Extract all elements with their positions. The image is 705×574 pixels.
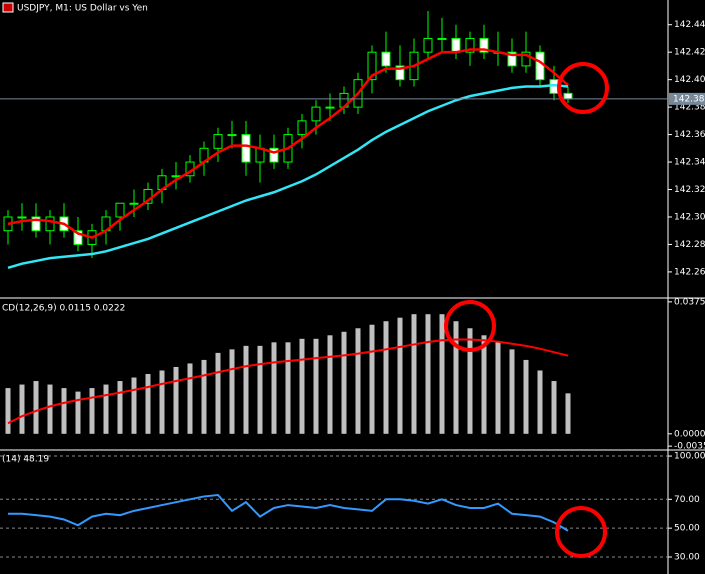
histogram-bar: [355, 328, 361, 434]
y-tick-label: 30.00: [674, 552, 700, 562]
histogram-bar: [523, 359, 529, 434]
histogram-bar: [47, 384, 53, 434]
histogram-bar: [285, 342, 291, 434]
candle-body: [535, 51, 545, 81]
y-tick-label: 142.440: [674, 20, 705, 30]
candle-body: [45, 216, 55, 232]
histogram-bar: [397, 317, 403, 434]
y-tick-label: 70.00: [674, 495, 700, 505]
histogram-bar: [327, 335, 333, 434]
histogram-bar: [299, 338, 305, 434]
histogram-bar: [425, 314, 431, 434]
price-label: 142.386: [673, 94, 705, 104]
highlight-circle: [555, 506, 607, 558]
candle-body: [269, 147, 279, 163]
symbol-icon: [2, 2, 14, 13]
histogram-bar: [215, 352, 221, 434]
candle-body: [227, 134, 237, 137]
chart-title: USDJPY, M1: US Dollar vs Yen: [17, 4, 148, 14]
candle-body: [17, 216, 27, 219]
histogram-bar: [131, 377, 137, 434]
histogram-bar: [495, 342, 501, 434]
histogram-bar: [5, 388, 11, 434]
candle-body: [479, 37, 489, 53]
candle-body: [437, 37, 447, 40]
y-tick-label: 142.380: [674, 103, 705, 113]
y-tick-label: 50.00: [674, 524, 700, 534]
histogram-bar: [229, 349, 235, 434]
histogram-bar: [19, 384, 25, 434]
y-tick-label: 142.360: [674, 130, 705, 140]
histogram-bar: [271, 342, 277, 434]
indicator-line: [7, 338, 569, 425]
candle-body: [31, 216, 41, 232]
candle-body: [423, 37, 433, 53]
histogram-bar: [341, 331, 347, 434]
histogram-bar: [551, 381, 557, 434]
histogram-bar: [159, 370, 165, 434]
histogram-bar: [75, 391, 81, 434]
histogram-bar: [537, 370, 543, 434]
candle-body: [115, 202, 125, 218]
candle-body: [563, 92, 573, 100]
histogram-bar: [33, 381, 39, 434]
candle-body: [73, 230, 83, 245]
candle-body: [171, 175, 181, 178]
candle-body: [325, 106, 335, 109]
indicator-title: CD(12,26,9) 0.0115 0.0222: [2, 304, 125, 314]
y-tick-label: 142.260: [674, 267, 705, 277]
histogram-bar: [481, 335, 487, 434]
histogram-bar: [201, 359, 207, 434]
candle-body: [311, 106, 321, 122]
histogram-bar: [117, 381, 123, 434]
histogram-bar: [173, 366, 179, 434]
histogram-bar: [467, 328, 473, 434]
candle-body: [381, 51, 391, 67]
highlight-circle: [557, 62, 609, 114]
indicator-line: [7, 83, 569, 269]
histogram-bar: [565, 393, 571, 434]
indicator-line: [8, 493, 569, 532]
histogram-bar: [257, 345, 263, 434]
y-tick-label: 142.400: [674, 75, 705, 85]
price-label-box: [669, 92, 705, 105]
histogram-bar: [243, 345, 249, 434]
histogram-bar: [103, 384, 109, 434]
histogram-bar: [509, 349, 515, 434]
candle-body: [297, 120, 307, 136]
histogram-bar: [89, 388, 95, 434]
y-tick-label: 142.320: [674, 185, 705, 195]
y-tick-label: 142.340: [674, 158, 705, 168]
candle-body: [465, 37, 475, 53]
histogram-bar: [187, 363, 193, 434]
histogram-bar: [453, 321, 459, 434]
histogram-bar: [439, 314, 445, 434]
histogram-bar: [383, 321, 389, 434]
candle-body: [367, 51, 377, 81]
candle-body: [129, 202, 139, 205]
candle-body: [507, 51, 517, 67]
y-tick-label: -0.0035: [674, 442, 705, 452]
y-tick-label: 142.280: [674, 240, 705, 250]
histogram-bar: [313, 338, 319, 434]
candle-body: [213, 134, 223, 149]
candle-body: [395, 65, 405, 81]
candle-body: [241, 134, 251, 163]
histogram-bar: [61, 388, 67, 434]
y-tick-label: 142.300: [674, 212, 705, 222]
histogram-bar: [145, 374, 151, 434]
candle-body: [521, 51, 531, 67]
histogram-bar: [369, 324, 375, 434]
indicator-line: [7, 48, 569, 239]
histogram-bar: [411, 314, 417, 434]
y-tick-label: 142.420: [674, 48, 705, 58]
highlight-circle: [444, 300, 496, 352]
indicator-title: (14) 48.19: [2, 455, 49, 465]
y-tick-label: 0.0375: [674, 297, 705, 307]
y-tick-label: 100.00: [674, 452, 705, 462]
y-tick-label: 0.0000: [674, 429, 705, 439]
candle-body: [451, 37, 461, 53]
